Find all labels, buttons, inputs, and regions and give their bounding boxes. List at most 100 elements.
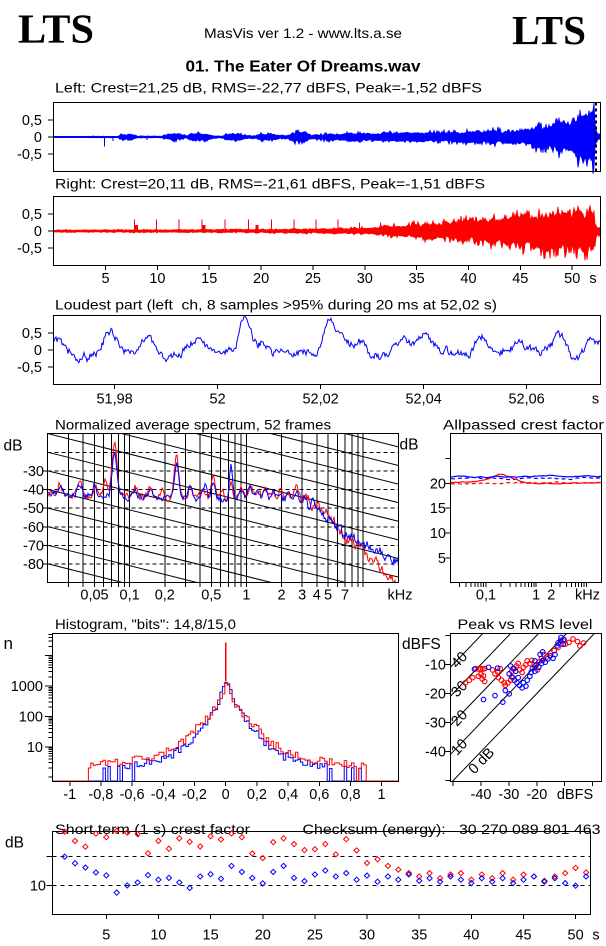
svg-text:100: 100 bbox=[19, 709, 43, 725]
svg-text:15: 15 bbox=[430, 501, 446, 517]
svg-text:35: 35 bbox=[409, 271, 425, 287]
svg-text:-20: -20 bbox=[425, 687, 446, 703]
svg-text:0,1: 0,1 bbox=[476, 588, 496, 604]
svg-text:52,02: 52,02 bbox=[302, 392, 338, 408]
svg-text:45: 45 bbox=[512, 271, 528, 287]
svg-text:dB: dB bbox=[400, 437, 419, 454]
svg-text:4: 4 bbox=[313, 588, 321, 604]
svg-text:dB: dB bbox=[5, 835, 24, 852]
svg-text:-30: -30 bbox=[498, 787, 519, 803]
svg-text:0,8: 0,8 bbox=[340, 787, 360, 803]
svg-text:dB: dB bbox=[4, 438, 23, 455]
svg-text:0,5: 0,5 bbox=[22, 207, 42, 223]
svg-text:2: 2 bbox=[278, 588, 286, 604]
svg-text:0 dB: 0 dB bbox=[466, 745, 498, 778]
svg-text:0,5: 0,5 bbox=[22, 113, 42, 129]
svg-text:20: 20 bbox=[253, 271, 269, 287]
svg-text:25: 25 bbox=[305, 271, 321, 287]
svg-text:52: 52 bbox=[210, 392, 226, 408]
svg-text:s: s bbox=[592, 392, 599, 408]
svg-text:0,1: 0,1 bbox=[120, 588, 140, 604]
svg-text:30: 30 bbox=[359, 928, 375, 944]
svg-text:kHz: kHz bbox=[388, 588, 413, 604]
svg-text:LTS: LTS bbox=[512, 7, 586, 53]
svg-text:s: s bbox=[592, 928, 599, 944]
svg-text:-0,6: -0,6 bbox=[120, 787, 145, 803]
svg-text:25: 25 bbox=[307, 928, 323, 944]
svg-text:0: 0 bbox=[34, 343, 42, 359]
svg-text:50: 50 bbox=[564, 271, 580, 287]
svg-text:10: 10 bbox=[30, 878, 46, 894]
svg-text:-0,8: -0,8 bbox=[88, 787, 113, 803]
svg-text:-0,2: -0,2 bbox=[182, 787, 207, 803]
svg-text:Peak vs RMS level: Peak vs RMS level bbox=[458, 616, 593, 632]
svg-text:50: 50 bbox=[568, 928, 584, 944]
svg-text:20: 20 bbox=[448, 707, 471, 730]
svg-text:30: 30 bbox=[357, 271, 373, 287]
svg-text:-40: -40 bbox=[471, 787, 492, 803]
svg-text:20: 20 bbox=[255, 928, 271, 944]
svg-text:40: 40 bbox=[460, 271, 476, 287]
svg-text:LTS: LTS bbox=[18, 6, 94, 52]
svg-text:-40: -40 bbox=[23, 483, 44, 499]
svg-text:Histogram, "bits": 14,8/15,0: Histogram, "bits": 14,8/15,0 bbox=[55, 616, 236, 632]
svg-text:-50: -50 bbox=[23, 501, 44, 517]
svg-text:-60: -60 bbox=[23, 520, 44, 536]
svg-text:0,05: 0,05 bbox=[80, 588, 108, 604]
svg-text:51,98: 51,98 bbox=[96, 392, 132, 408]
svg-text:10: 10 bbox=[27, 740, 43, 756]
svg-text:20: 20 bbox=[430, 476, 446, 492]
svg-text:-0,5: -0,5 bbox=[17, 241, 42, 257]
svg-text:0,5: 0,5 bbox=[201, 588, 221, 604]
svg-text:2: 2 bbox=[547, 588, 555, 604]
svg-text:0,4: 0,4 bbox=[278, 787, 298, 803]
svg-text:15: 15 bbox=[201, 271, 217, 287]
svg-text:52,04: 52,04 bbox=[405, 392, 441, 408]
svg-text:1: 1 bbox=[378, 787, 386, 803]
svg-text:10: 10 bbox=[448, 736, 471, 759]
svg-text:-70: -70 bbox=[23, 539, 44, 555]
svg-text:0,5: 0,5 bbox=[22, 326, 42, 342]
svg-text:Checksum (energy): 30 270 08: Checksum (energy): 30 270 089 801 463 bbox=[303, 821, 601, 837]
svg-text:-1: -1 bbox=[63, 787, 76, 803]
svg-text:0: 0 bbox=[222, 787, 230, 803]
svg-text:52,06: 52,06 bbox=[508, 392, 544, 408]
svg-text:n: n bbox=[4, 634, 13, 653]
svg-text:0: 0 bbox=[34, 224, 42, 240]
svg-text:-30: -30 bbox=[23, 464, 44, 480]
svg-text:1000: 1000 bbox=[11, 679, 43, 695]
svg-text:0: 0 bbox=[34, 130, 42, 146]
svg-text:10: 10 bbox=[430, 526, 446, 542]
svg-text:dBFS: dBFS bbox=[402, 636, 441, 653]
svg-text:Allpassed crest factor: Allpassed crest factor bbox=[443, 417, 604, 433]
svg-text:-0,5: -0,5 bbox=[17, 360, 42, 376]
svg-text:Right: Crest=20,11 dB, RMS=-21: Right: Crest=20,11 dB, RMS=-21,61 dBFS, … bbox=[55, 176, 485, 192]
svg-text:Short term (1 s) crest factor: Short term (1 s) crest factor bbox=[55, 821, 250, 837]
svg-text:10: 10 bbox=[150, 928, 166, 944]
svg-text:-30: -30 bbox=[425, 716, 446, 732]
svg-text:-0,4: -0,4 bbox=[151, 787, 176, 803]
svg-text:40: 40 bbox=[463, 928, 479, 944]
svg-text:5: 5 bbox=[102, 928, 110, 944]
svg-text:15: 15 bbox=[203, 928, 219, 944]
svg-text:5: 5 bbox=[101, 271, 109, 287]
svg-text:3: 3 bbox=[298, 588, 306, 604]
svg-text:45: 45 bbox=[515, 928, 531, 944]
svg-text:-20: -20 bbox=[526, 787, 547, 803]
svg-text:0,2: 0,2 bbox=[155, 588, 175, 604]
svg-text:40: 40 bbox=[448, 649, 471, 672]
svg-text:10: 10 bbox=[149, 271, 165, 287]
svg-text:0,2: 0,2 bbox=[247, 787, 267, 803]
svg-text:dBFS: dBFS bbox=[557, 787, 593, 803]
svg-text:s: s bbox=[589, 271, 596, 287]
svg-text:5: 5 bbox=[438, 551, 446, 567]
svg-text:-0,5: -0,5 bbox=[17, 147, 42, 163]
svg-text:Normalized average spectrum, 5: Normalized average spectrum, 52 frames bbox=[55, 417, 331, 433]
svg-text:5: 5 bbox=[324, 588, 332, 604]
svg-text:-10: -10 bbox=[425, 657, 446, 673]
svg-text:1: 1 bbox=[532, 588, 540, 604]
svg-text:Loudest part (left ch, 8 samp: Loudest part (left ch, 8 samples >95% du… bbox=[55, 297, 497, 313]
svg-text:0,6: 0,6 bbox=[309, 787, 329, 803]
svg-text:-80: -80 bbox=[23, 557, 44, 573]
svg-text:MasVis ver 1.2 - www.lts.a.se: MasVis ver 1.2 - www.lts.a.se bbox=[204, 25, 402, 41]
